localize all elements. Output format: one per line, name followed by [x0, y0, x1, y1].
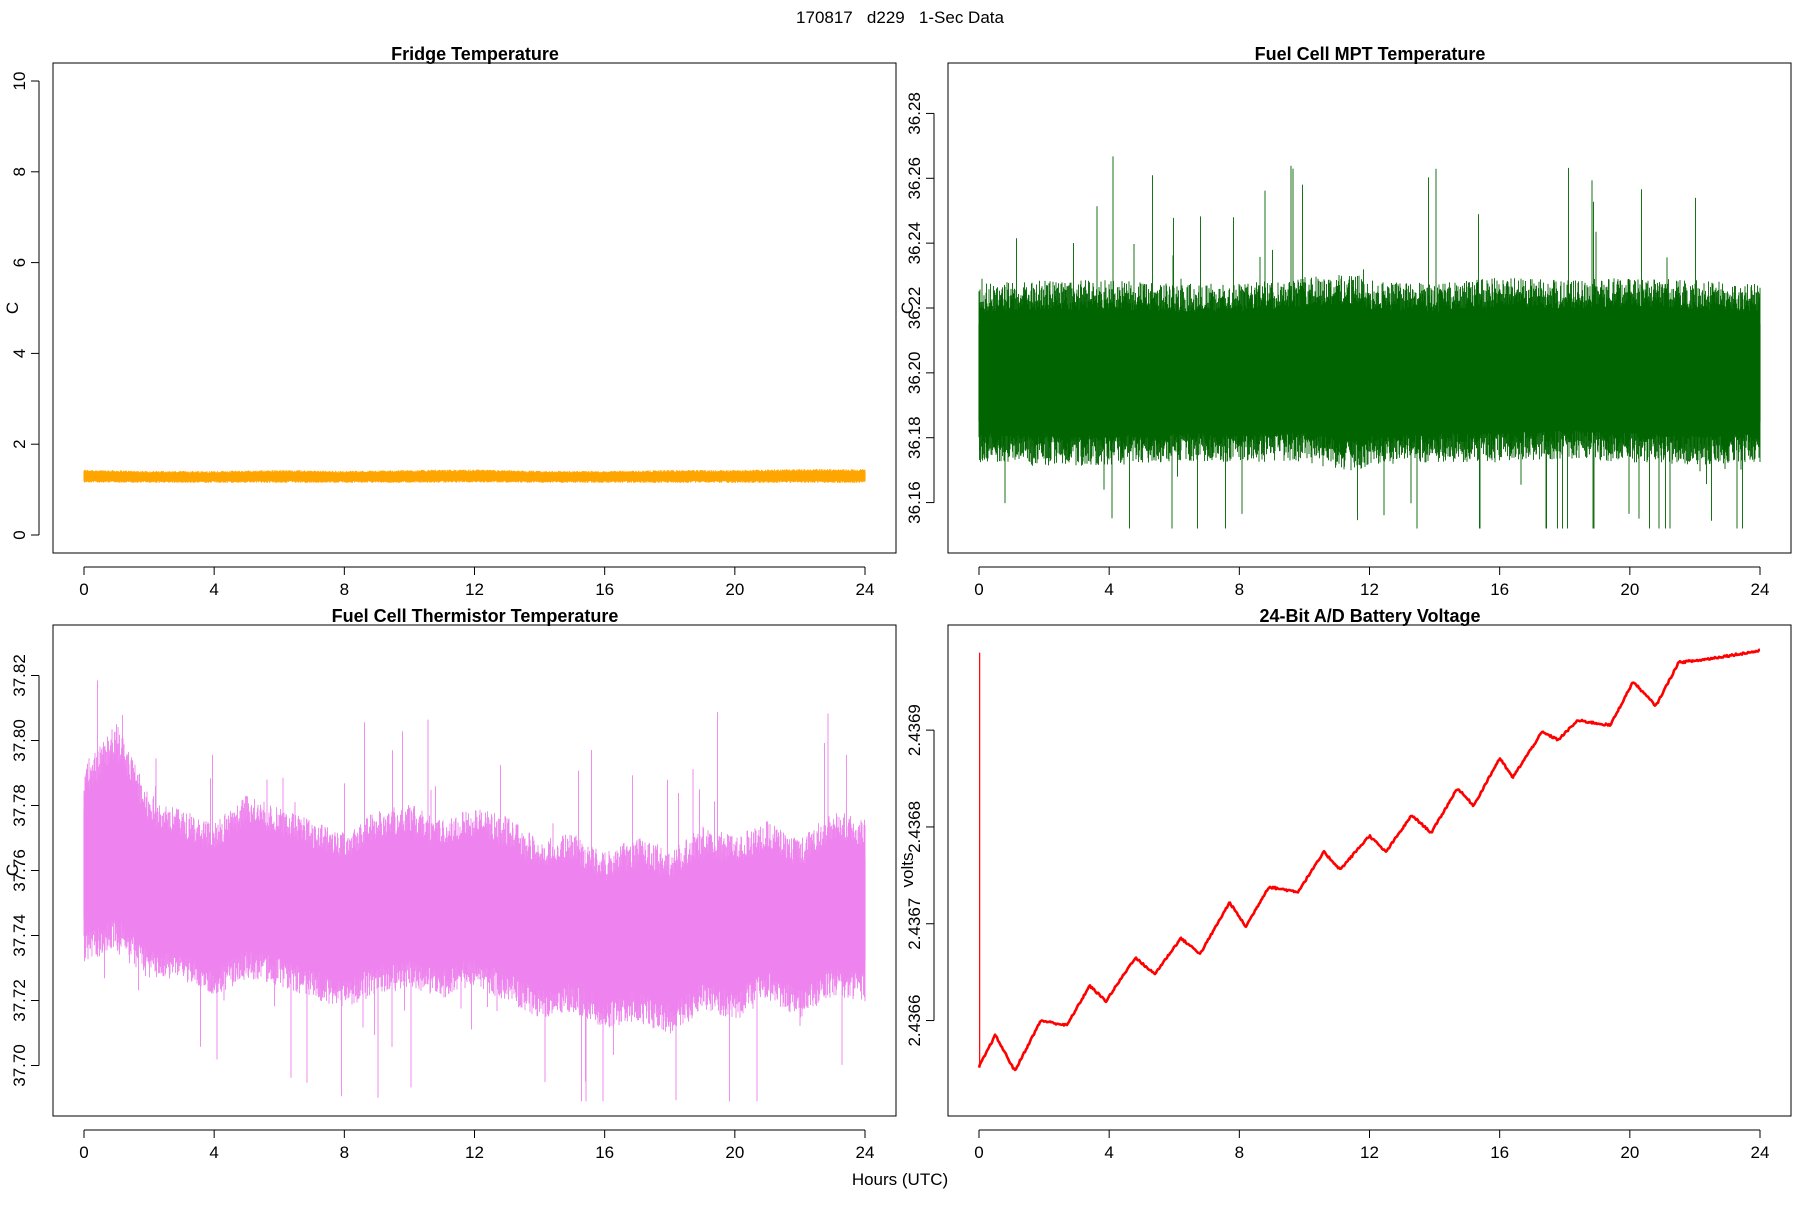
x-tick-label: 16	[1490, 1143, 1509, 1162]
x-tick-label: 12	[1360, 1143, 1379, 1162]
figure-suptitle: 170817 d229 1-Sec Data	[796, 8, 1004, 27]
y-axis: 37.70 37.72 37.74 37.76 37.78 37.80 37.82	[10, 654, 40, 1087]
x-tick-label: 8	[340, 1143, 349, 1162]
y-tick-label: 10	[10, 72, 29, 91]
panel-title: Fridge Temperature	[391, 44, 559, 64]
panel-fuel-cell-thermistor-temperature: Fuel Cell Thermistor Temperature C 0 4 8 12…	[3, 606, 897, 1162]
y-tick-label: 37.82	[10, 654, 29, 697]
x-tick-label: 16	[595, 580, 614, 599]
y-axis-label: C	[3, 864, 22, 876]
plot-frame	[52, 62, 897, 554]
y-tick-label: 37.70	[10, 1044, 29, 1087]
x-tick-label: 24	[856, 1143, 875, 1162]
x-axis: 0 4 8 12 16 20 24	[79, 566, 875, 599]
data-series	[83, 469, 866, 483]
series-core	[83, 472, 866, 481]
y-tick-label: 2.4369	[905, 704, 924, 756]
y-tick-label: 37.76	[10, 849, 29, 892]
series-line	[977, 648, 1761, 1072]
y-tick-label: 36.24	[905, 222, 924, 265]
panel-title: Fuel Cell Thermistor Temperature	[332, 606, 619, 626]
x-tick-label: 20	[725, 1143, 744, 1162]
y-axis-label: volts	[898, 853, 917, 888]
y-tick-label: 37.80	[10, 719, 29, 762]
x-axis: 0 4 8 12 16 20 24	[79, 1129, 875, 1162]
x-axis: 0 4 8 12 16 20 24	[974, 1129, 1770, 1162]
plot-frame	[947, 62, 1792, 554]
x-tick-label: 4	[1104, 580, 1113, 599]
x-tick-label: 20	[725, 580, 744, 599]
x-tick-label: 8	[1235, 580, 1244, 599]
y-axis-label: C	[3, 302, 22, 314]
y-tick-label: 37.72	[10, 979, 29, 1022]
plot-frame	[52, 624, 897, 1117]
y-axis: 0 2 4 6 8 10	[10, 72, 40, 540]
y-tick-label: 2	[10, 439, 29, 448]
y-tick-label: 2.4368	[905, 801, 924, 853]
data-series	[978, 156, 1761, 529]
panel-fuel-cell-mpt-temperature: Fuel Cell MPT Temperature C 0 4 8 12 16 20 24 3…	[898, 44, 1792, 599]
x-tick-label: 12	[465, 1143, 484, 1162]
y-tick-label: 36.28	[905, 92, 924, 135]
x-tick-label: 20	[1620, 580, 1639, 599]
y-tick-label: 8	[10, 167, 29, 176]
x-tick-label: 0	[79, 580, 88, 599]
y-tick-label: 37.78	[10, 784, 29, 827]
x-tick-label: 4	[209, 580, 218, 599]
y-tick-label: 2.4367	[905, 898, 924, 950]
x-tick-label: 0	[974, 1143, 983, 1162]
y-axis: 36.16 36.18 36.20 36.22 36.24 36.26 36.28	[905, 92, 935, 524]
x-tick-label: 24	[1751, 1143, 1770, 1162]
panel-battery-voltage: 24-Bit A/D Battery Voltage volts 0 4 8 12 16…	[898, 606, 1792, 1162]
data-series	[83, 680, 866, 1102]
x-tick-label: 24	[856, 580, 875, 599]
x-tick-label: 8	[340, 580, 349, 599]
x-tick-label: 12	[1360, 580, 1379, 599]
x-tick-label: 24	[1751, 580, 1770, 599]
x-tick-label: 16	[1490, 580, 1509, 599]
y-tick-label: 36.26	[905, 157, 924, 200]
x-tick-label: 4	[209, 1143, 218, 1162]
series-core	[83, 776, 866, 993]
y-tick-label: 4	[10, 349, 29, 358]
y-tick-label: 36.20	[905, 352, 924, 395]
y-tick-label: 0	[10, 530, 29, 539]
x-tick-label: 8	[1235, 1143, 1244, 1162]
x-axis: 0 4 8 12 16 20 24	[974, 566, 1770, 599]
x-tick-label: 0	[79, 1143, 88, 1162]
x-tick-label: 16	[595, 1143, 614, 1162]
x-tick-label: 0	[974, 580, 983, 599]
series-core	[978, 318, 1761, 428]
panel-title: 24-Bit A/D Battery Voltage	[1259, 606, 1480, 626]
shared-x-axis-label: Hours (UTC)	[852, 1170, 948, 1189]
y-axis: 2.4366 2.4367 2.4368 2.4369	[905, 704, 935, 1047]
y-tick-label: 36.16	[905, 481, 924, 524]
y-tick-label: 36.22	[905, 287, 924, 330]
y-tick-label: 6	[10, 258, 29, 267]
plot-frame	[947, 624, 1792, 1117]
x-tick-label: 20	[1620, 1143, 1639, 1162]
y-axis-label: C	[898, 302, 917, 314]
panel-title: Fuel Cell MPT Temperature	[1255, 44, 1486, 64]
y-tick-label: 2.4366	[905, 995, 924, 1047]
x-tick-label: 12	[465, 580, 484, 599]
data-series	[977, 648, 1761, 1072]
y-tick-label: 37.74	[10, 914, 29, 957]
y-tick-label: 36.18	[905, 416, 924, 459]
x-tick-label: 4	[1104, 1143, 1113, 1162]
